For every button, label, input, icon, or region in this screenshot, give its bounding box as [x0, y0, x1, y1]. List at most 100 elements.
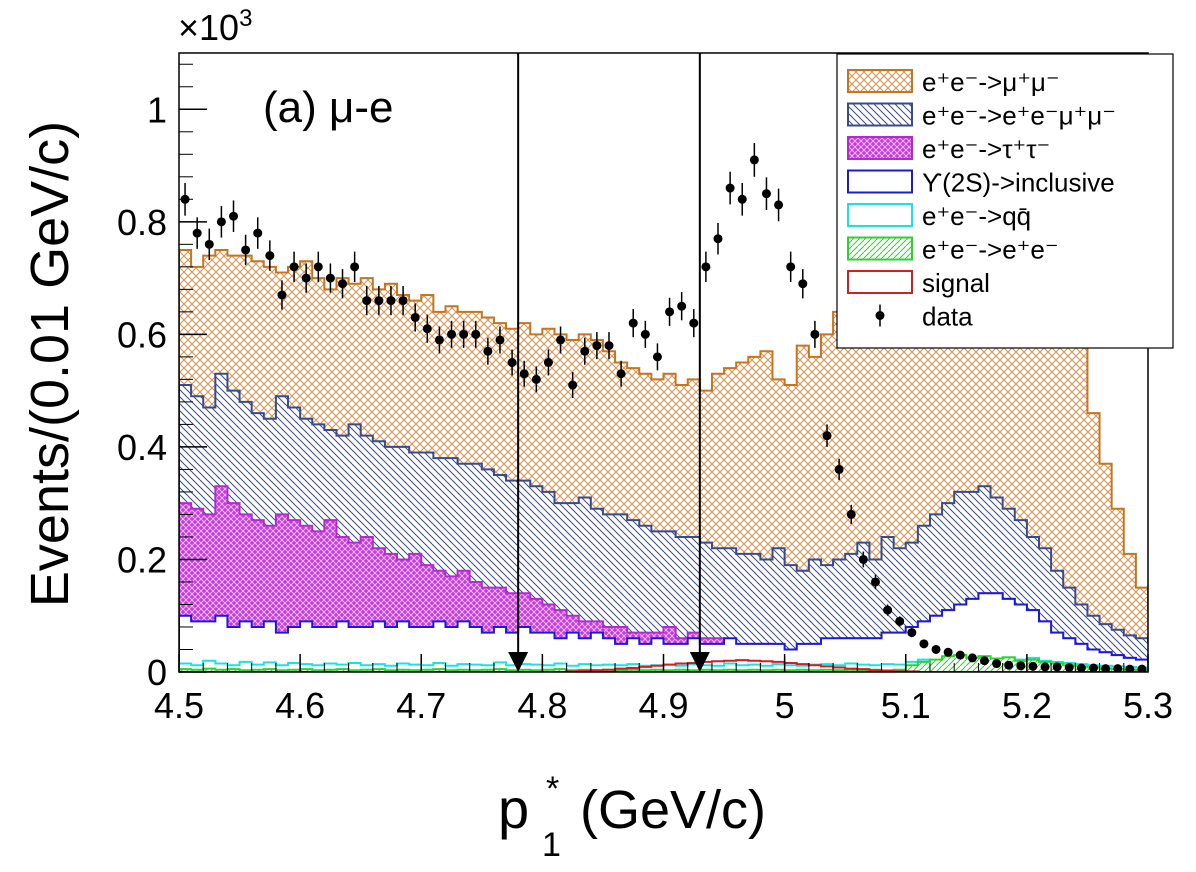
data-point	[761, 177, 771, 211]
data-point	[483, 337, 493, 365]
data-point	[737, 182, 747, 216]
data-point	[931, 644, 941, 654]
data-point	[592, 332, 602, 360]
data-point	[713, 222, 723, 255]
data-point	[265, 240, 275, 271]
data-point	[1137, 664, 1147, 672]
legend-entry: signal	[847, 268, 990, 298]
data-point	[253, 217, 263, 249]
x-tick-label: 4.7	[396, 685, 446, 726]
data-point	[895, 616, 905, 627]
data-point	[858, 551, 868, 568]
x-tick-label: 4.8	[517, 685, 567, 726]
legend-label: e⁺e⁻->qq̄	[922, 201, 1031, 231]
data-point	[447, 320, 457, 348]
data-point	[1004, 660, 1014, 670]
y-tick-label: 1	[147, 89, 167, 130]
data-point	[568, 372, 578, 398]
histogram-signal	[179, 659, 1148, 672]
data-point	[774, 188, 784, 222]
legend-label: signal	[922, 268, 990, 298]
data-point	[495, 326, 505, 354]
data-point	[410, 303, 420, 332]
data-point	[810, 320, 820, 348]
legend-label: e⁺e⁻->e⁺e⁻	[922, 235, 1059, 265]
legend-label: data	[922, 302, 973, 332]
data-point	[640, 320, 650, 348]
x-axis-title-main: p	[498, 777, 529, 840]
data-point	[204, 228, 214, 261]
data-point	[229, 200, 239, 232]
data-point	[967, 653, 977, 663]
data-point	[749, 143, 759, 177]
data-point	[979, 656, 989, 666]
y-axis-title: Events/(0.01 GeV/c)	[20, 121, 80, 607]
data-point	[1028, 661, 1038, 671]
data-point	[471, 320, 481, 348]
data-point	[798, 269, 808, 299]
y-tick-label: 0.8	[117, 202, 167, 243]
data-point	[1064, 662, 1074, 672]
panel-annotation: (a) μ-e	[263, 83, 393, 132]
data-point	[313, 251, 323, 283]
data-point	[1076, 663, 1086, 672]
legend-entry: e⁺e⁻->e⁺e⁻μ⁺μ⁻	[847, 101, 1116, 131]
legend-entry: e⁺e⁻->τ⁺τ⁻	[847, 134, 1050, 164]
data-point	[665, 297, 675, 326]
data-point	[822, 424, 832, 447]
exponent-label: ×103	[178, 5, 252, 48]
data-point	[398, 285, 408, 316]
data-point	[543, 349, 553, 376]
data-point	[955, 650, 965, 660]
data-point	[1040, 662, 1050, 672]
legend-entry: data	[875, 302, 973, 332]
x-axis-title: p * 1 (GeV/c)	[498, 770, 766, 864]
y-tick-label: 0.2	[117, 539, 167, 580]
x-axis-title-sub: 1	[542, 826, 561, 864]
cut-line-2	[689, 53, 710, 672]
data-point	[556, 326, 566, 354]
data-point	[846, 504, 856, 525]
data-point	[677, 292, 687, 321]
data-point	[628, 309, 638, 338]
data-point	[1113, 664, 1123, 672]
legend-label: e⁺e⁻->e⁺e⁻μ⁺μ⁻	[922, 101, 1116, 131]
data-point	[459, 320, 469, 348]
data-point	[943, 647, 953, 657]
data-point	[301, 263, 311, 293]
data-point	[689, 309, 699, 338]
data-point	[338, 269, 348, 299]
data-point	[241, 234, 251, 266]
data-point	[604, 332, 614, 360]
y-tick-label: 0.6	[117, 314, 167, 355]
data-point	[701, 251, 711, 283]
x-tick-label: 5.2	[1002, 685, 1052, 726]
legend-label: ϒ(2S)->inclusive	[922, 168, 1115, 198]
data-point	[907, 628, 917, 638]
data-point	[422, 314, 432, 343]
data-point	[919, 639, 929, 649]
legend-entry: e⁺e⁻->μ⁺μ⁻	[847, 67, 1060, 97]
x-tick-label: 5	[775, 685, 795, 726]
x-tick-label: 4.5	[154, 685, 204, 726]
data-point	[1016, 661, 1026, 671]
x-axis-title-unit: (GeV/c)	[580, 780, 766, 840]
data-point	[616, 360, 626, 387]
data-point	[216, 206, 226, 238]
data-point	[1125, 664, 1135, 672]
data-point	[870, 574, 880, 590]
data-point	[289, 251, 299, 283]
histogram-upsilon-2s-inclusive	[179, 592, 1148, 672]
data-point	[1052, 662, 1062, 672]
data-point	[531, 366, 541, 393]
data-point	[834, 458, 844, 481]
data-point	[507, 349, 517, 376]
data-point	[362, 285, 372, 316]
data-point	[786, 251, 796, 283]
x-tick-label: 4.6	[275, 685, 325, 726]
data-point	[519, 360, 529, 387]
data-point	[386, 285, 396, 316]
data-point	[277, 280, 287, 310]
legend-label: e⁺e⁻->μ⁺μ⁻	[922, 67, 1060, 97]
